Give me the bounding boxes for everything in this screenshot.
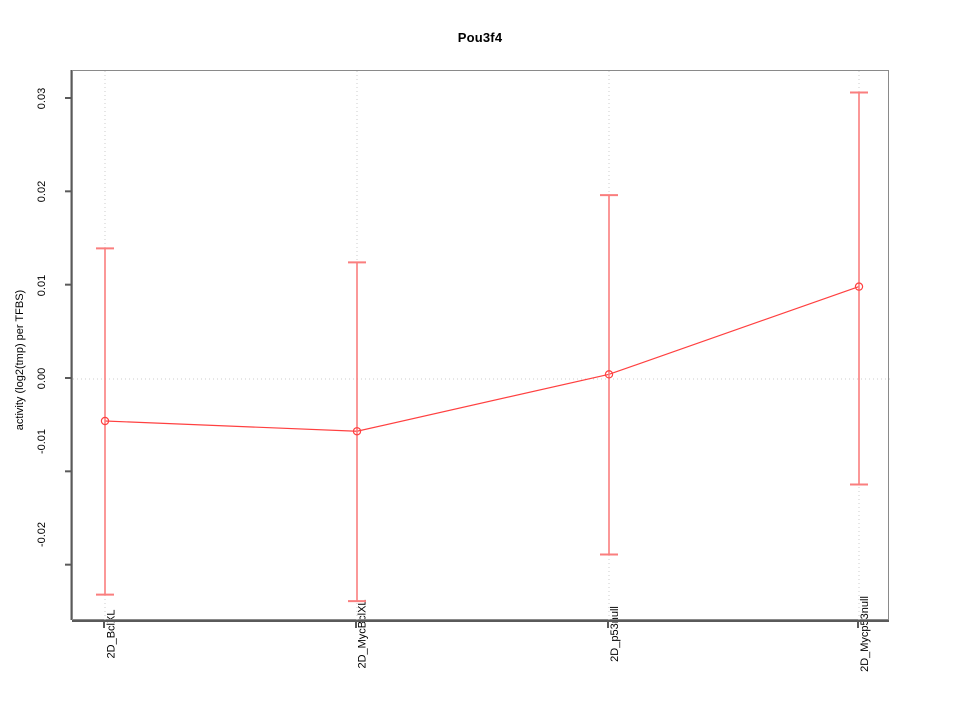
x-tick-label-2: 2D_p53null: [601, 606, 621, 728]
x-tick-label-0: 2D_BclXL: [97, 610, 117, 728]
data-point-2: [604, 370, 614, 379]
series-line: [104, 286, 860, 432]
y-tick-label-4: 0.02: [20, 180, 66, 201]
y-tick-text: 0.00: [36, 367, 49, 389]
y-axis-label-text: activity (log2(tmp) per TFBS): [14, 289, 27, 431]
data-point-1: [352, 427, 362, 436]
plot-canvas: [73, 71, 890, 621]
series-polyline: [104, 286, 860, 432]
data-point-0: [100, 416, 110, 426]
x-tick-label-3: 2D_Mycp53null: [851, 596, 871, 728]
y-tick-text: 0.02: [36, 180, 49, 202]
y-tick-label-5: 0.03: [20, 87, 66, 108]
error-bars: [96, 91, 868, 603]
data-point-3: [854, 282, 864, 291]
y-tick-label-3: 0.01: [20, 274, 66, 295]
chart-title: Pou3f4: [457, 30, 503, 45]
data-point-markers: [100, 282, 864, 436]
y-tick-label-2: 0.00: [20, 367, 66, 388]
x-tick-label-1: 2D_MycBclXL: [349, 599, 369, 728]
y-tick-text: 0.03: [36, 87, 49, 109]
y-axis-label: activity (log2(tmp) per TFBS): [10, 0, 30, 720]
y-tick-text: 0.01: [36, 274, 49, 296]
plot-area: [72, 70, 890, 621]
y-tick-label-0: -0.02: [20, 521, 66, 546]
y-tick-label-1: -0.01: [20, 428, 66, 453]
y-tick-text: -0.01: [36, 428, 49, 454]
vertical-gridlines: [104, 71, 860, 621]
y-tick-text: -0.02: [36, 521, 49, 547]
